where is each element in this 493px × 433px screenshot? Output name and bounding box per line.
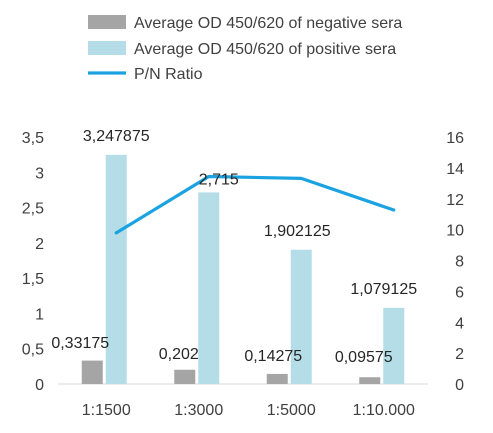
- data-label-negative: 0,33175: [51, 335, 109, 352]
- bar-negative-sera: [266, 373, 288, 384]
- y-left-tick-label: 2,5: [22, 201, 44, 218]
- legend-label: P/N Ratio: [134, 66, 203, 83]
- bar-negative-sera: [359, 377, 381, 384]
- x-category-label: 1:10.000: [353, 402, 415, 419]
- bar-positive-sera: [383, 307, 405, 384]
- y-right-tick-label: 10: [446, 223, 464, 240]
- y-left-tick-label: 3: [35, 165, 44, 182]
- y-left-tick-label: 2: [35, 236, 44, 253]
- data-label-negative: 0,202: [159, 346, 199, 363]
- bar-negative-sera: [174, 369, 196, 384]
- y-right-tick-label: 12: [446, 192, 464, 209]
- pn-ratio-line: [114, 174, 396, 235]
- y-right-tick-label: 14: [446, 161, 464, 178]
- line-series: [114, 174, 396, 235]
- y-right-tick-label: 2: [455, 346, 464, 363]
- y-left-tick-label: 0,5: [22, 342, 44, 359]
- bars: [81, 154, 405, 384]
- y-left-tick-label: 1,5: [22, 271, 44, 288]
- x-category-label: 1:5000: [267, 402, 316, 419]
- data-label-positive: 2,715: [199, 171, 239, 188]
- y-left-tick-label: 1: [35, 306, 44, 323]
- data-label-positive: 3,247875: [83, 128, 150, 145]
- legend-label: Average OD 450/620 of positive sera: [134, 41, 396, 58]
- y-left-tick-label: 0: [35, 377, 44, 394]
- y-right-tick-label: 6: [455, 284, 464, 301]
- x-category-label: 1:1500: [82, 402, 131, 419]
- y-right-tick-label: 16: [446, 130, 464, 147]
- data-label-positive: 1,902125: [264, 223, 331, 240]
- legend-swatch-positive: [88, 41, 126, 55]
- bar-positive-sera: [105, 154, 127, 384]
- x-category-label: 1:3000: [174, 402, 223, 419]
- bar-negative-sera: [81, 360, 103, 384]
- legend-label: Average OD 450/620 of negative sera: [134, 15, 402, 32]
- y-left-tick-label: 3,5: [22, 130, 44, 147]
- data-label-positive: 1,079125: [350, 281, 417, 298]
- bar-positive-sera: [198, 192, 220, 384]
- legend: Average OD 450/620 of negative sera Avera…: [88, 15, 402, 83]
- data-labels: 0,33175 0,202 0,14275 0,09575 3,247875 2,715 1…: [51, 128, 417, 366]
- axes: 0 0,5 1 1,5 2 2,5 3 3,5 0 2 4 6 8 10 12 14 16 1:1500 1:300…: [22, 130, 464, 419]
- data-label-negative: 0,14275: [244, 348, 302, 365]
- legend-swatch-negative: [88, 15, 126, 29]
- y-right-tick-label: 0: [455, 377, 464, 394]
- data-label-negative: 0,09575: [335, 349, 393, 366]
- bar-positive-sera: [290, 249, 312, 384]
- y-right-tick-label: 4: [455, 315, 464, 332]
- y-right-tick-label: 8: [455, 254, 464, 271]
